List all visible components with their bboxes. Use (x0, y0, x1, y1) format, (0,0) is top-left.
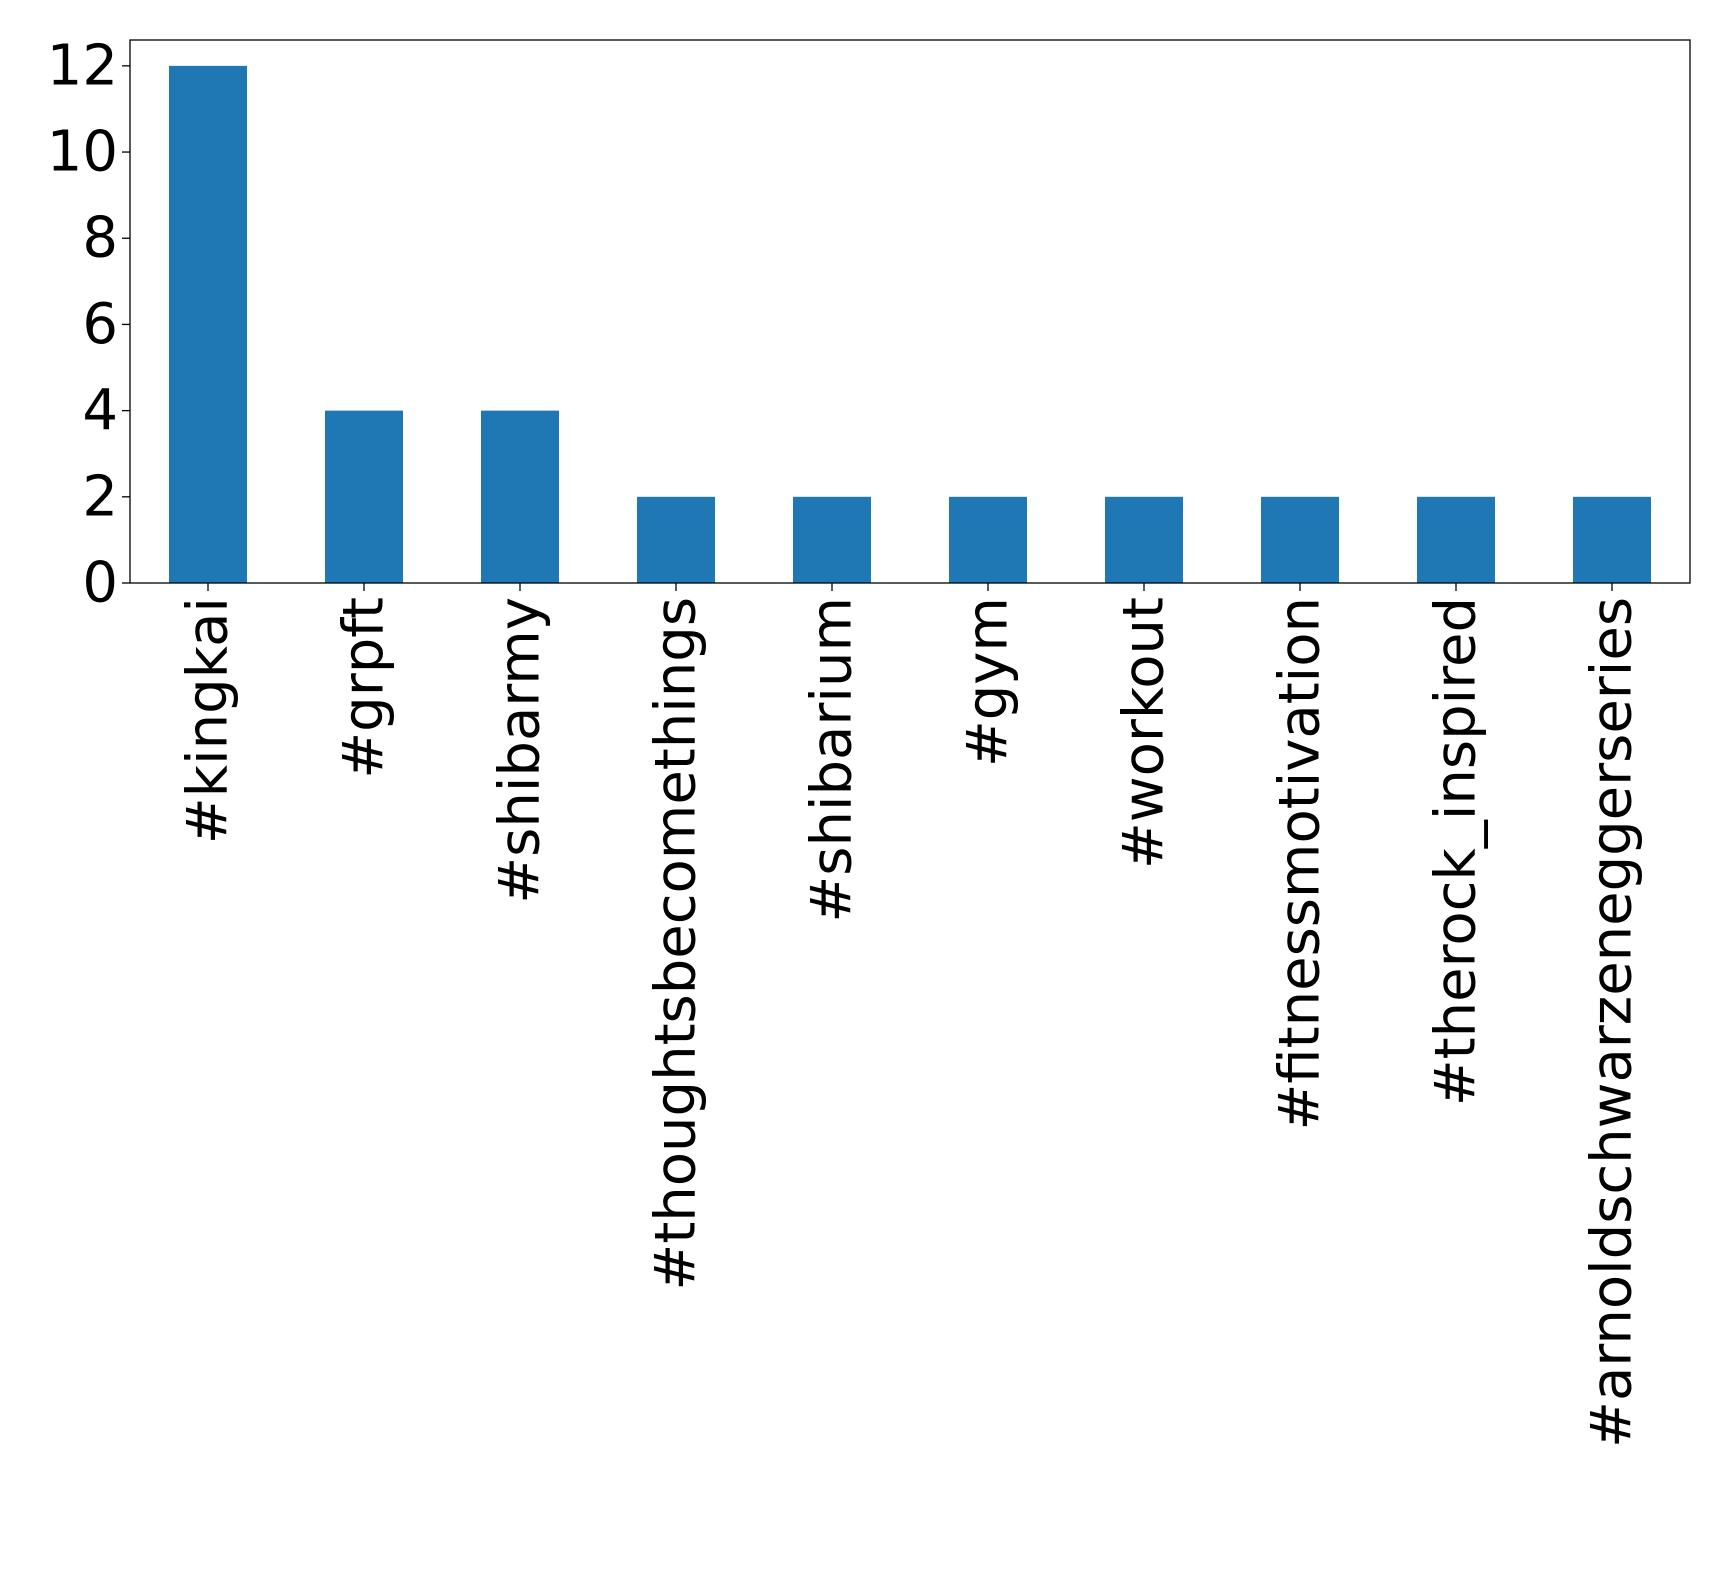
y-tick-label: 8 (82, 206, 118, 271)
bar-gym (949, 496, 1027, 583)
bar-shibarium (793, 496, 871, 583)
plot-frame (129, 39, 1691, 584)
x-tick-label: #arnoldschwarzeneggerseries (1580, 597, 1645, 1448)
bar-kingkai (169, 65, 247, 584)
bars-group (169, 65, 1651, 584)
y-tick-label: 6 (82, 292, 118, 357)
x-tick-label: #therock_inspired (1424, 597, 1489, 1106)
bar-shibarmy (481, 410, 559, 583)
y-tick-label: 4 (82, 378, 118, 443)
x-tick-label: #thoughtsbecomethings (644, 597, 709, 1291)
x-tick-label: #grpft (332, 597, 397, 779)
x-axis: #kingkai #grpft #shibarmy #thoughtsbecometh… (176, 583, 1645, 1448)
bar-arnoldschwarzeneggerseries (1573, 496, 1651, 583)
bar-fitnessmotivation (1261, 496, 1339, 583)
bar-workout (1105, 496, 1183, 583)
x-tick-label: #gym (956, 597, 1021, 767)
bar-grpft (325, 410, 403, 583)
x-tick-label: #shibarium (800, 597, 865, 923)
x-tick-label: #kingkai (176, 597, 241, 844)
x-tick-label: #fitnessmotivation (1268, 597, 1333, 1131)
y-axis: 0 2 4 6 8 10 12 (47, 33, 130, 616)
y-tick-label: 10 (47, 120, 118, 185)
y-tick-label: 2 (82, 464, 118, 529)
y-tick-label: 0 (82, 551, 118, 616)
bar-thoughtsbecomethings (637, 496, 715, 583)
x-tick-label: #workout (1112, 597, 1177, 869)
x-tick-label: #shibarmy (488, 597, 553, 904)
bar-therock_inspired (1417, 496, 1495, 583)
y-tick-label: 12 (47, 33, 118, 98)
